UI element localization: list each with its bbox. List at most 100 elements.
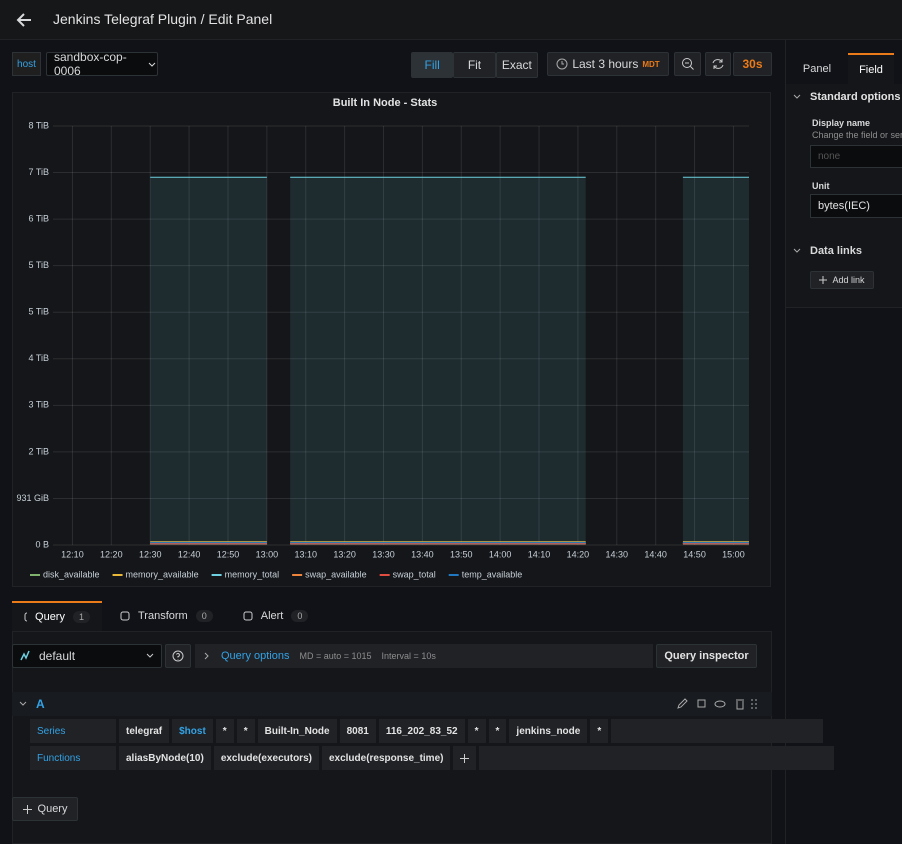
query-options[interactable]: Query options MD = auto = 1015 Interval … xyxy=(195,644,653,668)
series-segment[interactable]: Built-In_Node xyxy=(257,719,337,743)
row-label: Functions xyxy=(30,746,116,770)
x-tick-label: 13:20 xyxy=(333,549,356,559)
plus-icon xyxy=(460,753,470,763)
chevron xyxy=(793,248,801,253)
series-row: Series telegraf $host * * Built-In_Node 8081 1… xyxy=(30,719,826,743)
refresh-interval[interactable]: 30s xyxy=(733,52,772,76)
variable-label: host xyxy=(12,52,41,76)
tab-icon xyxy=(24,612,28,622)
datasource-icon xyxy=(20,650,30,661)
view-mode-button[interactable]: Exact xyxy=(495,52,538,78)
series-segment[interactable]: * xyxy=(215,719,234,743)
plus-icon xyxy=(819,276,828,284)
help-button[interactable] xyxy=(165,644,191,668)
chevron xyxy=(204,652,209,660)
query-row-header: A xyxy=(12,692,772,716)
chevron xyxy=(146,653,154,658)
view-mode-button[interactable]: Fill xyxy=(411,52,454,78)
datasource-select[interactable]: default xyxy=(12,644,162,668)
legend-label: memory_available xyxy=(126,569,199,579)
ref-id: A xyxy=(36,697,45,711)
plus-icon xyxy=(22,804,32,814)
chevron[interactable] xyxy=(18,699,28,709)
tab-field[interactable]: Field xyxy=(848,53,894,84)
add-function[interactable] xyxy=(453,746,477,770)
y-tick-label: 6 TiB xyxy=(28,213,49,223)
legend-label: swap_total xyxy=(393,569,436,579)
time-range: Last 3 hours xyxy=(572,57,639,71)
function-segment[interactable]: exclude(executors) xyxy=(213,746,319,770)
section-title[interactable]: Data links xyxy=(810,245,862,257)
query-tab[interactable]: Alert 0 xyxy=(231,601,321,631)
unit-select[interactable]: bytes(IEC) xyxy=(810,194,902,218)
x-tick-label: 13:30 xyxy=(372,549,395,559)
tab-label: Alert xyxy=(260,610,284,622)
series-segment[interactable]: * xyxy=(236,719,255,743)
interval: Interval = 10s xyxy=(381,651,436,661)
series-segment[interactable]: * xyxy=(488,719,507,743)
y-tick-label: 8 TiB xyxy=(28,120,49,130)
y-tick-label: 0 B xyxy=(35,539,49,549)
button-label: Add link xyxy=(832,275,865,285)
refresh-icon xyxy=(712,59,724,69)
x-tick-label: 12:10 xyxy=(61,549,84,559)
zoom-out[interactable] xyxy=(674,52,701,76)
tab-panel[interactable]: Panel xyxy=(802,62,832,75)
function-segment[interactable]: exclude(response_time) xyxy=(321,746,451,770)
clock-icon xyxy=(556,58,568,70)
x-tick-label: 14:00 xyxy=(489,549,512,559)
tab-label: Transform xyxy=(138,610,188,622)
x-tick-label: 12:50 xyxy=(217,549,240,559)
functions-row: Functions aliasByNode(10) exclude(executo… xyxy=(30,746,837,770)
query-options-label: Query options xyxy=(221,650,290,662)
x-tick-label: 13:50 xyxy=(450,549,473,559)
row-label: Series xyxy=(30,719,116,743)
function-segment[interactable]: aliasByNode(10) xyxy=(119,746,211,770)
legend-label: memory_total xyxy=(225,569,280,579)
y-tick-label: 3 TiB xyxy=(28,400,49,410)
x-tick-label: 13:00 xyxy=(256,549,279,559)
series-segment[interactable]: * xyxy=(590,719,609,743)
y-tick-label: 2 TiB xyxy=(28,446,49,456)
add-link-button[interactable]: Add link xyxy=(810,271,874,289)
tab-icon xyxy=(243,611,253,621)
series-area xyxy=(150,542,749,545)
series-segment[interactable]: telegraf xyxy=(119,719,170,743)
options-pane: Panel Field Standard options Display nam… xyxy=(785,40,902,844)
series-segment[interactable]: jenkins_node xyxy=(509,719,588,743)
refresh-value: 30s xyxy=(742,57,763,71)
tab-count: 1 xyxy=(72,611,90,623)
back-button[interactable] xyxy=(15,11,33,29)
add-query-button[interactable]: Query xyxy=(12,797,78,821)
field-label: Display name xyxy=(812,118,871,128)
query-tab[interactable]: Transform 0 xyxy=(108,601,225,631)
variable-select[interactable]: sandbox-cop-0006 xyxy=(46,50,158,78)
query-tabs: Query 1 Transform 0 Alert 0 xyxy=(12,601,772,631)
view-mode-button[interactable]: Fit xyxy=(453,52,496,78)
segment-filler xyxy=(611,719,824,743)
series-segment[interactable]: $host xyxy=(172,719,213,743)
tab-icon xyxy=(120,611,130,621)
series-segment[interactable]: 8081 xyxy=(339,719,376,743)
view-mode-group: Fill Fit Exact xyxy=(411,52,538,78)
options-content: Standard options Display name Change the… xyxy=(786,84,902,308)
time-picker[interactable]: Last 3 hours MDT xyxy=(547,52,669,76)
section-title[interactable]: Standard options xyxy=(810,91,901,103)
chevron xyxy=(793,94,801,99)
tab-count: 0 xyxy=(195,610,213,622)
query-tab[interactable]: Query 1 xyxy=(12,601,102,631)
tab-count: 0 xyxy=(291,610,309,622)
display-name-input[interactable]: none xyxy=(810,145,902,168)
tab-label: Query xyxy=(35,611,65,623)
y-tick-label: 931 GiB xyxy=(16,493,49,503)
series-segment[interactable]: 116_202_83_52 xyxy=(378,719,465,743)
variable-value: sandbox-cop-0006 xyxy=(54,50,127,78)
row-actions[interactable] xyxy=(676,697,766,711)
x-tick-label: 14:10 xyxy=(528,549,551,559)
series-segment[interactable]: * xyxy=(467,719,486,743)
datasource-name: default xyxy=(39,649,76,663)
series-area xyxy=(150,177,749,545)
y-tick-label: 7 TiB xyxy=(28,167,49,177)
query-inspector[interactable]: Query inspector xyxy=(656,644,757,668)
refresh-button[interactable] xyxy=(705,52,731,76)
